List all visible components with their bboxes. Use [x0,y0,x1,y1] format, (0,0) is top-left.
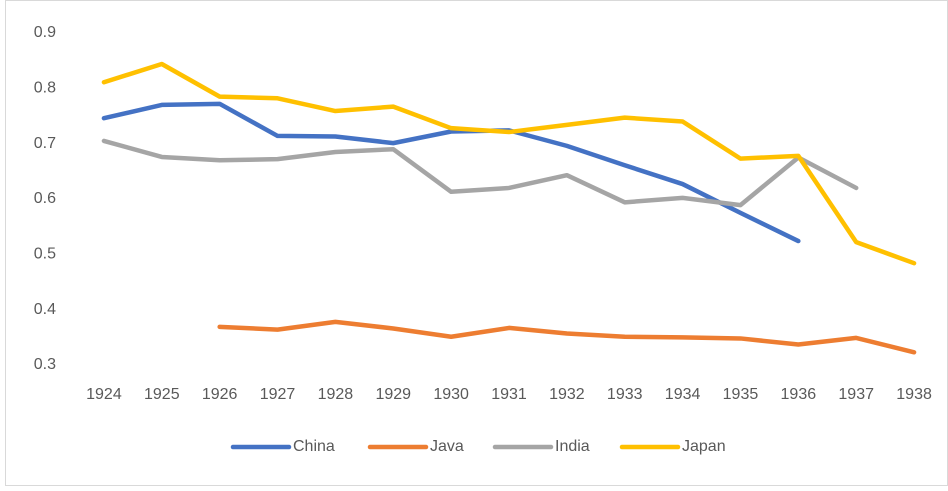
x-tick-label: 1938 [896,386,932,403]
x-tick-label: 1932 [549,386,585,403]
y-tick-label: 0.9 [34,24,56,41]
x-tick-label: 1937 [838,386,874,403]
y-tick-label: 0.8 [34,80,56,97]
series-line [101,61,917,266]
x-tick-label: 1928 [318,386,354,403]
y-tick-label: 0.5 [34,246,56,263]
x-tick-label: 1933 [607,386,643,403]
x-tick-label: 1924 [86,386,122,403]
series-line [217,319,917,355]
x-tick-label: 1927 [260,386,296,403]
x-tick-label: 1931 [491,386,527,403]
series-line [101,138,859,208]
x-tick-label: 1934 [665,386,701,403]
legend-label: Java [430,438,464,455]
x-tick-label: 1930 [433,386,469,403]
legend-label: China [293,438,335,455]
y-tick-label: 0.3 [34,356,56,373]
chart-border [5,0,948,486]
legend-label: Japan [682,438,726,455]
x-tick-label: 1926 [202,386,238,403]
x-tick-label: 1925 [144,386,180,403]
y-tick-label: 0.4 [34,301,56,318]
y-tick-label: 0.6 [34,190,56,207]
legend-label: India [555,438,590,455]
x-tick-label: 1935 [723,386,759,403]
x-tick-label: 1929 [375,386,411,403]
x-tick-label: 1936 [781,386,817,403]
y-tick-label: 0.7 [34,135,56,152]
series-line [101,101,801,244]
